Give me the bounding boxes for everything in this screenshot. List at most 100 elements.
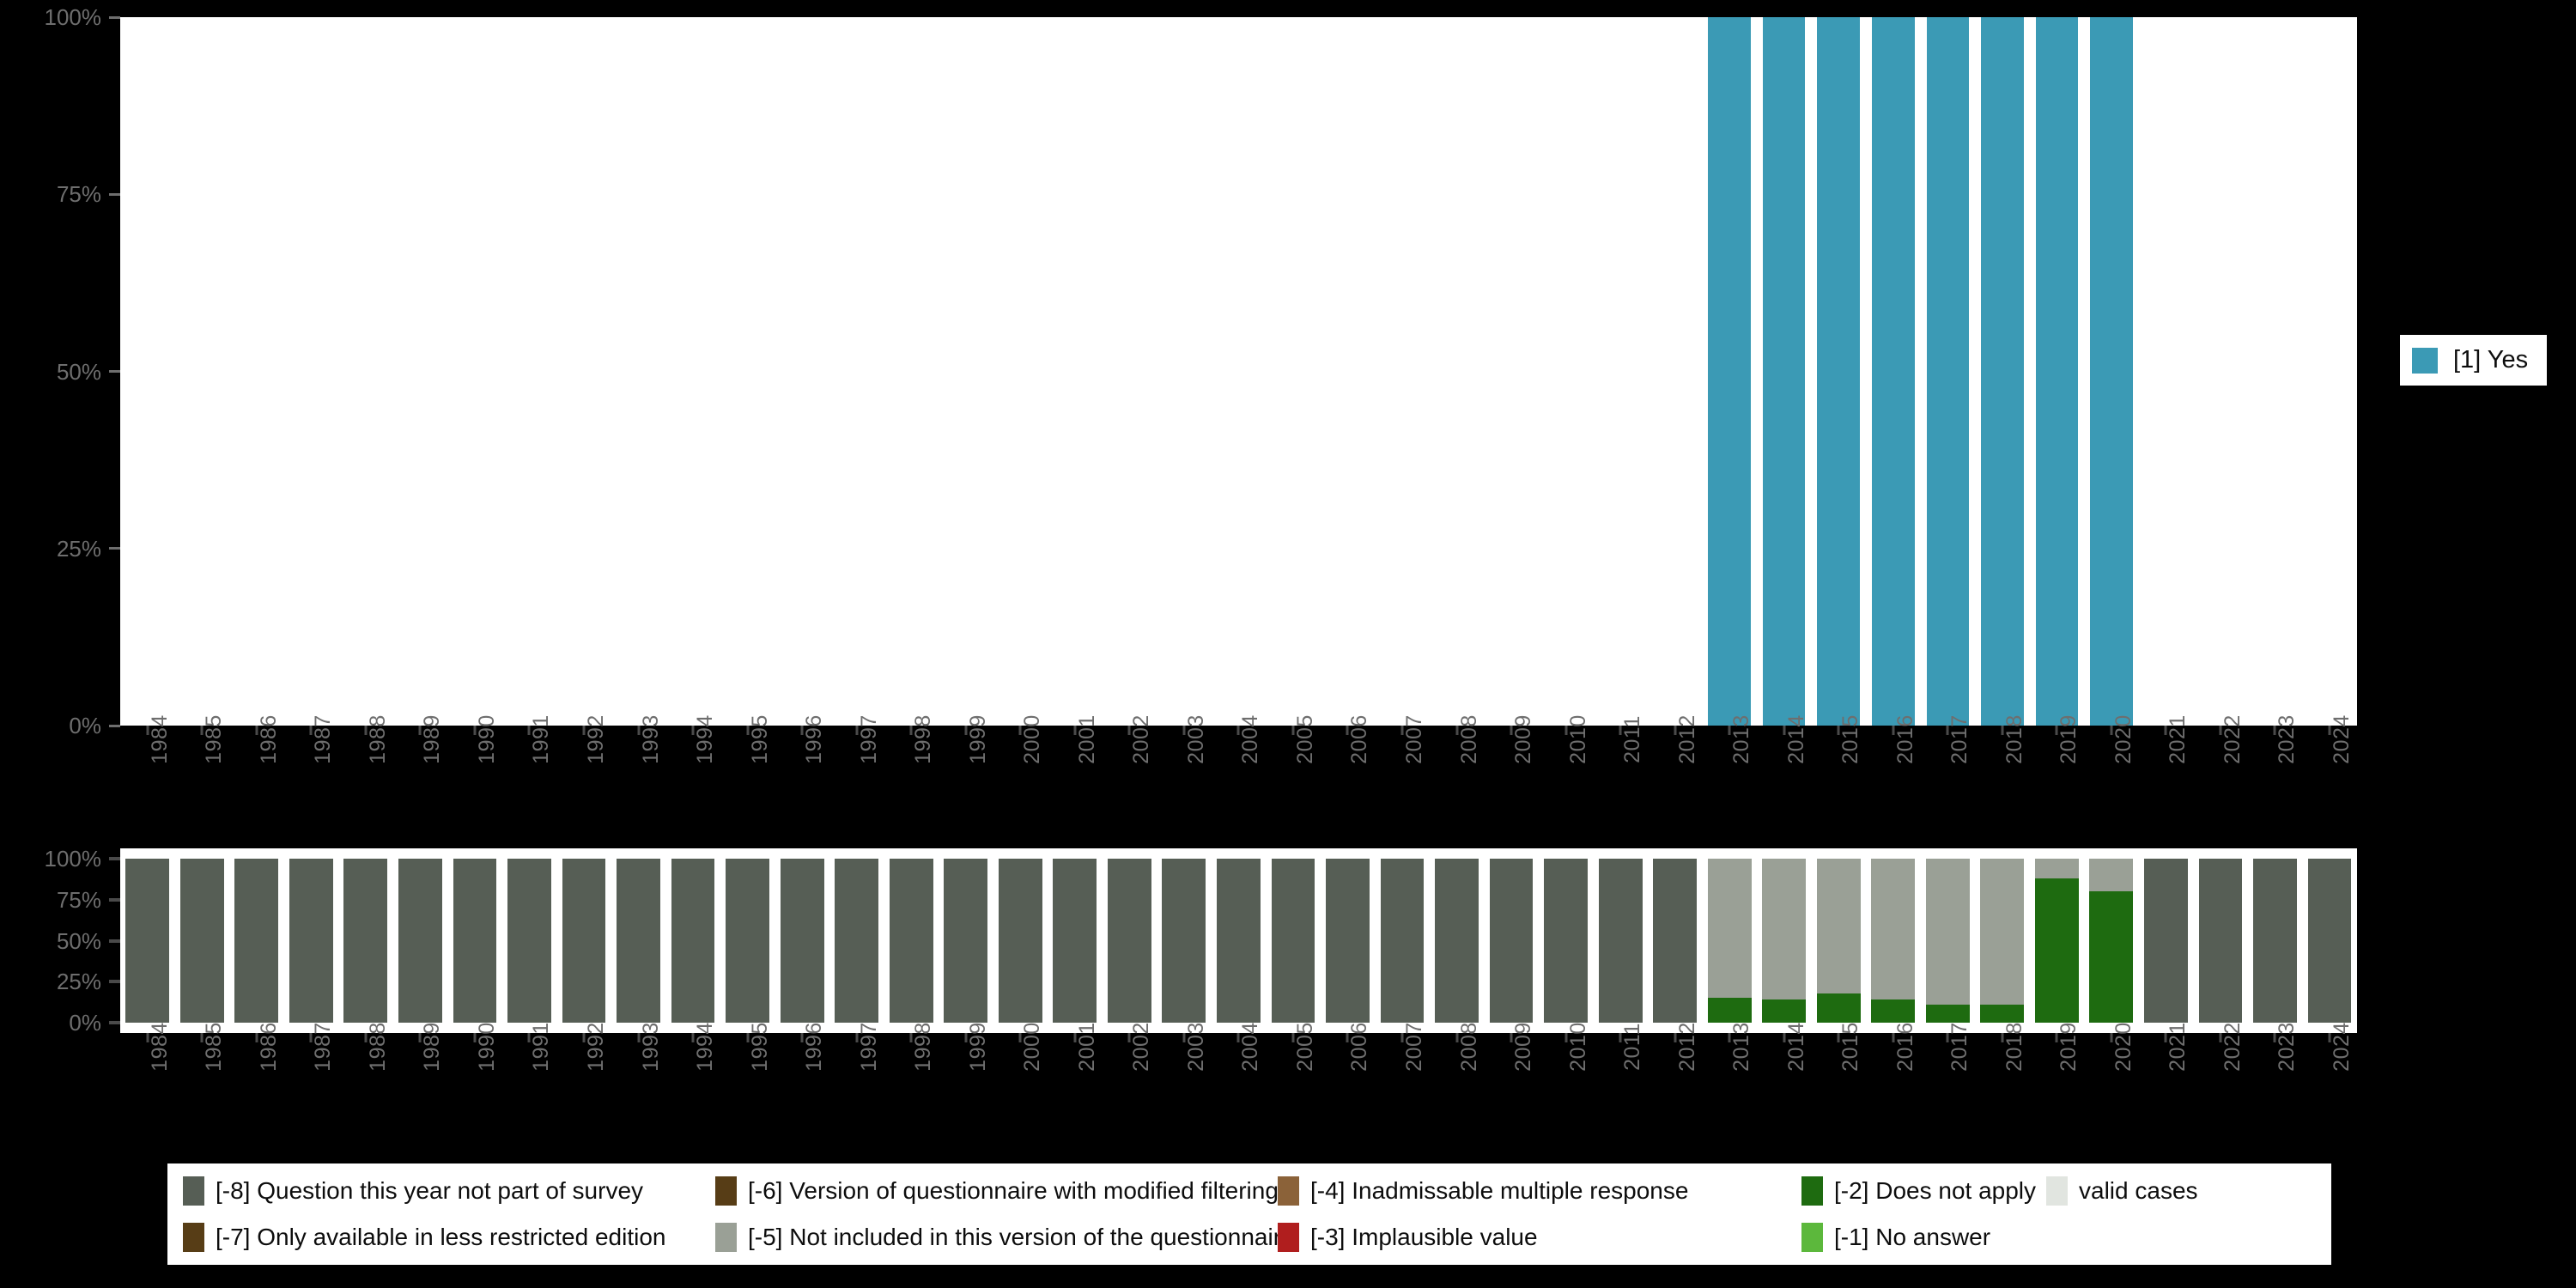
- main-x-tick-label: 1991: [529, 714, 554, 764]
- main-bar-column: [2139, 17, 2194, 726]
- bottom-bar-column: [2030, 859, 2085, 1023]
- bottom-bar-stack: [1707, 859, 1752, 1023]
- main-x-tick-label: 2001: [1074, 714, 1099, 764]
- legend-item: [-5] Not included in this version of the…: [715, 1223, 1295, 1252]
- bottom-x-tick-mark: [527, 1033, 531, 1042]
- main-x-tick-mark: [1783, 726, 1786, 735]
- bottom-x-tick-mark: [1674, 1033, 1677, 1042]
- bottom-bar-segment: [2307, 859, 2352, 1023]
- main-x-col: 2021: [2139, 714, 2194, 850]
- main-x-tick-label: 2002: [1129, 714, 1154, 764]
- legend-swatch-icon: [715, 1176, 737, 1206]
- main-x-tick-label: 2000: [1020, 714, 1045, 764]
- bottom-y-tick-label: 75%: [56, 886, 101, 913]
- main-bar-column: [1157, 17, 1212, 726]
- bottom-x-tick-label: 2003: [1183, 1022, 1208, 1072]
- main-x-col: 2001: [1048, 714, 1103, 850]
- bottom-bar-stack: [289, 859, 333, 1023]
- main-x-tick-label: 2009: [1511, 714, 1536, 764]
- bottom-bar-segment: [2253, 859, 2297, 1023]
- main-x-tick-label: 2015: [1838, 714, 1863, 764]
- bottom-bar-stack: [1544, 859, 1588, 1023]
- legend-swatch-icon: [1278, 1176, 1299, 1206]
- bottom-x-col: 1996: [775, 1022, 829, 1153]
- bottom-x-tick-label: 1984: [147, 1022, 172, 1072]
- main-x-tick-label: 1999: [965, 714, 990, 764]
- main-x-col: 2006: [1321, 714, 1376, 850]
- bottom-bar-column: [229, 859, 284, 1023]
- main-x-col: 2016: [1866, 714, 1921, 850]
- bottom-bar-segment: [1271, 859, 1315, 1023]
- main-y-tick-label: 100%: [44, 4, 102, 30]
- bottom-x-tick-mark: [473, 1033, 477, 1042]
- bottom-x-tick-label: 1993: [638, 1022, 663, 1072]
- bottom-bar-column: [1484, 859, 1539, 1023]
- main-x-tick-label: 2003: [1183, 714, 1208, 764]
- bottom-bar-segment: [726, 859, 770, 1023]
- bottom-bar-stack: [1489, 859, 1534, 1023]
- bottom-bar-column: [2084, 859, 2139, 1023]
- legend-swatch-icon: [183, 1223, 204, 1252]
- bottom-bar-column: [338, 859, 393, 1023]
- bottom-bar-column: [502, 859, 557, 1023]
- bottom-x-tick-mark: [637, 1033, 641, 1042]
- main-x-col: 2009: [1484, 714, 1539, 850]
- main-bar-column: [1430, 17, 1485, 726]
- bottom-x-tick-label: 2000: [1020, 1022, 1045, 1072]
- main-x-tick-mark: [1400, 726, 1404, 735]
- bottom-bar-column: [393, 859, 448, 1023]
- main-x-tick-mark: [255, 726, 258, 735]
- bottom-bar-stack: [2253, 859, 2297, 1023]
- bottom-x-col: 2001: [1048, 1022, 1103, 1153]
- bottom-x-col: 2015: [1811, 1022, 1866, 1153]
- bottom-bar-segment: [125, 859, 170, 1023]
- bottom-bar-stack: [2034, 859, 2079, 1023]
- main-x-col: 1999: [939, 714, 993, 850]
- legend-item-label: [-1] No answer: [1834, 1224, 1991, 1250]
- main-x-col: 1998: [884, 714, 939, 850]
- bottom-bar-segment: [998, 859, 1042, 1023]
- main-x-col: 2011: [1593, 715, 1648, 850]
- main-bar-column: [2302, 17, 2357, 726]
- main-x-col: 1989: [393, 714, 448, 850]
- main-x-tick-mark: [1837, 726, 1840, 735]
- main-bar-column: [1321, 17, 1376, 726]
- bottom-bar-segment: [1107, 859, 1151, 1023]
- bottom-bar-column: [993, 859, 1048, 1023]
- legend-item-label: [-8] Question this year not part of surv…: [216, 1177, 644, 1204]
- main-x-col: 1987: [284, 714, 339, 850]
- bottom-bar-stack: [1871, 859, 1916, 1023]
- main-x-tick-mark: [200, 726, 204, 735]
- bottom-bar-column: [447, 859, 502, 1023]
- bottom-x-tick-label: 2001: [1074, 1022, 1099, 1072]
- main-x-tick-label: 2022: [2220, 714, 2245, 764]
- bottom-x-col: 2006: [1321, 1022, 1376, 1153]
- main-bar: [1926, 17, 1970, 726]
- missing-values-legend: [-8] Question this year not part of surv…: [167, 1163, 2331, 1265]
- bottom-bar-segment: [944, 859, 988, 1023]
- bottom-chart-bars: [120, 859, 2357, 1023]
- main-x-tick-label: 1996: [802, 714, 827, 764]
- main-x-col: 1984: [120, 714, 175, 850]
- main-x-tick-mark: [2110, 726, 2113, 735]
- main-x-tick-mark: [1892, 726, 1895, 735]
- main-x-tick-label: 2008: [1456, 714, 1481, 764]
- main-x-col: 2012: [1648, 714, 1703, 850]
- main-bar-column: [175, 17, 230, 726]
- main-x-tick-label: 2020: [2111, 714, 2136, 764]
- bottom-bar-segment: [234, 859, 279, 1023]
- main-x-tick-mark: [2219, 726, 2222, 735]
- bottom-x-tick-label: 1997: [856, 1022, 881, 1072]
- main-bar-column: [2193, 17, 2248, 726]
- main-bar-column: [1811, 17, 1866, 726]
- bottom-x-col: 2020: [2084, 1022, 2139, 1153]
- bottom-bar-segment: [343, 859, 388, 1023]
- bottom-x-col: 1986: [229, 1022, 284, 1153]
- bottom-bar-column: [2248, 859, 2303, 1023]
- main-x-tick-label: 1987: [311, 714, 336, 764]
- bottom-x-tick-mark: [146, 1033, 149, 1042]
- bottom-bar-stack: [2198, 859, 2243, 1023]
- main-x-tick-mark: [582, 726, 586, 735]
- bottom-x-col: 1989: [393, 1022, 448, 1153]
- bottom-bar-column: [1103, 859, 1157, 1023]
